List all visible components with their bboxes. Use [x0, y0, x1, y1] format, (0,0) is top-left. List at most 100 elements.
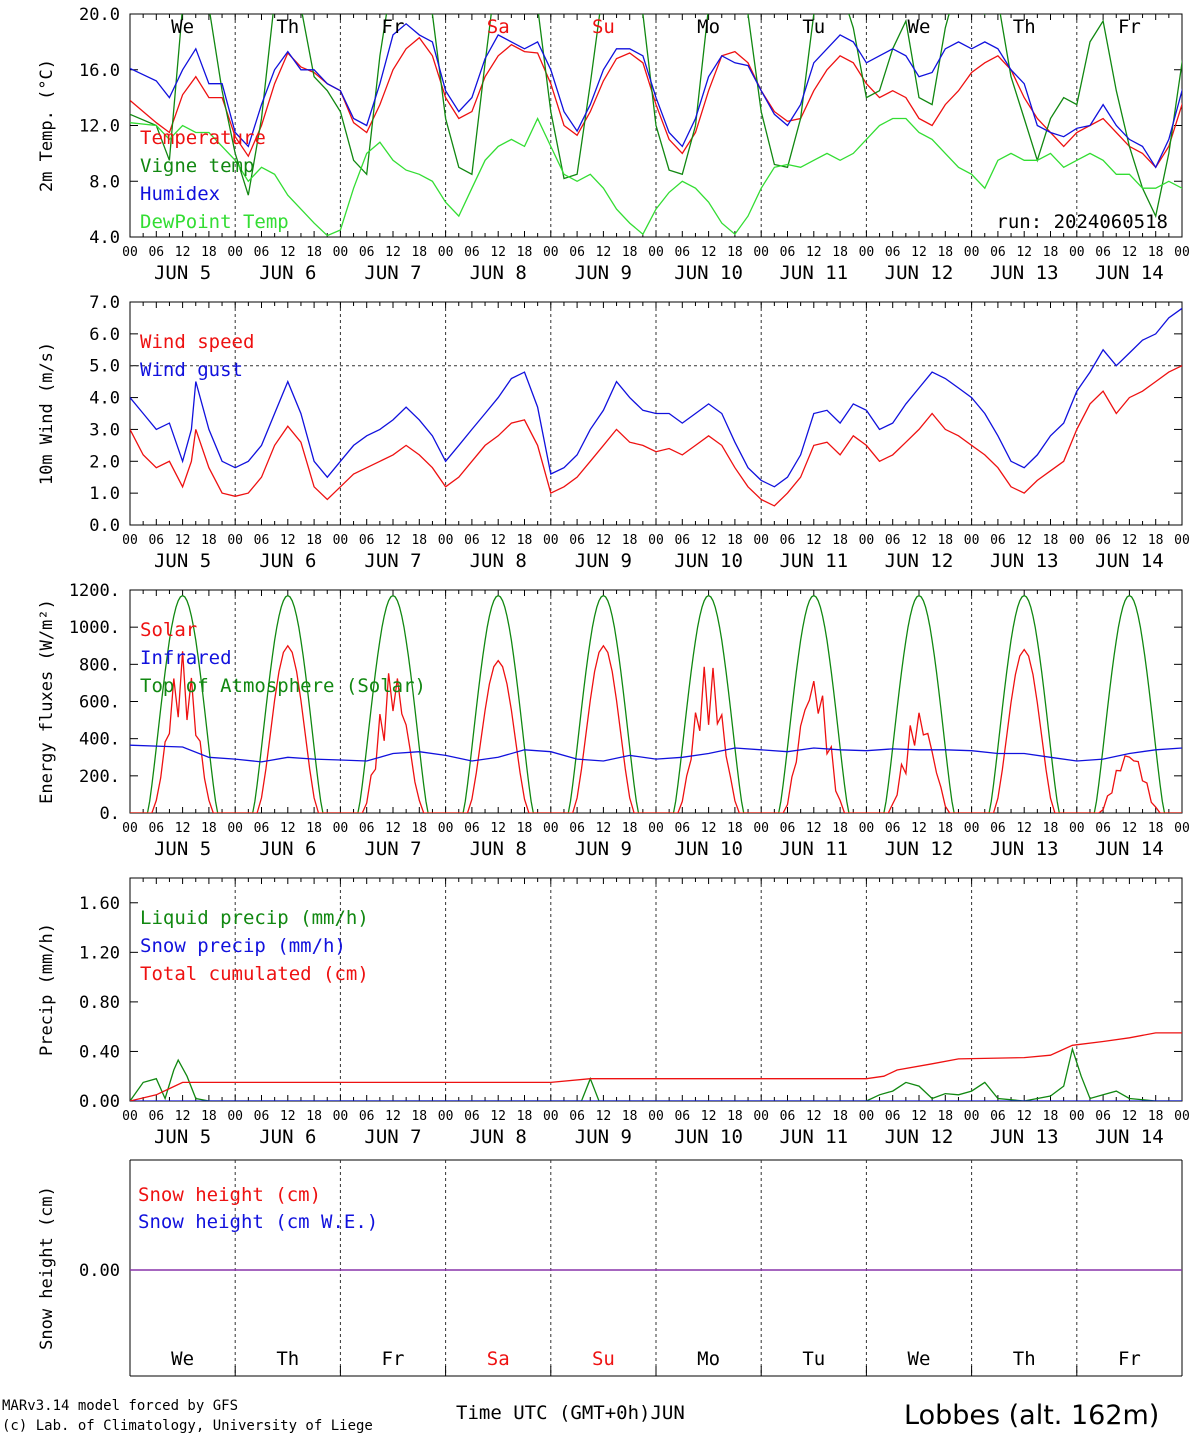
legend-entry: Snow precip (mm/h) — [140, 935, 346, 957]
x-hour-label: 18 — [201, 245, 217, 260]
x-hour-label: 18 — [937, 245, 953, 260]
x-hour-label: 00 — [648, 1109, 664, 1124]
x-hour-label: 12 — [911, 533, 927, 548]
x-hour-label: 00 — [1069, 245, 1085, 260]
x-hour-label: 00 — [1069, 821, 1085, 836]
legend-entry: Vigne temp — [140, 155, 254, 177]
x-hour-label: 06 — [990, 245, 1006, 260]
y-tick-label: 0.80 — [79, 993, 120, 1013]
x-hour-label: 06 — [990, 1109, 1006, 1124]
x-hour-label: 18 — [1043, 821, 1059, 836]
x-hour-label: 00 — [543, 1109, 559, 1124]
x-hour-label: 12 — [1016, 533, 1032, 548]
x-date-label: JUN 12 — [885, 550, 954, 572]
x-hour-label: 18 — [622, 1109, 638, 1124]
x-hour-label: 12 — [385, 533, 401, 548]
x-hour-label: 00 — [1174, 533, 1190, 548]
x-hour-label: 06 — [674, 821, 690, 836]
x-hour-label: 06 — [885, 1109, 901, 1124]
x-hour-label: 06 — [569, 245, 585, 260]
x-hour-label: 18 — [937, 533, 953, 548]
x-hour-label: 12 — [701, 245, 717, 260]
x-hour-label: 18 — [306, 245, 322, 260]
y-tick-label: 0.40 — [79, 1042, 120, 1062]
bottom-day-number: 8 — [495, 1388, 502, 1390]
x-date-label: JUN 10 — [674, 1126, 743, 1148]
x-hour-label: 00 — [1174, 1109, 1190, 1124]
x-hour-label: 06 — [674, 533, 690, 548]
y-tick-label: 600. — [79, 693, 120, 713]
x-date-label: JUN 13 — [990, 1126, 1059, 1148]
y-tick-label: 7.0 — [89, 293, 120, 313]
day-name-label: Su — [592, 16, 615, 38]
x-hour-label: 00 — [227, 245, 243, 260]
x-hour-label: 06 — [990, 533, 1006, 548]
x-hour-label: 06 — [780, 533, 796, 548]
x-date-label: JUN 13 — [990, 262, 1059, 284]
bottom-day-number: 13 — [1017, 1388, 1031, 1390]
x-hour-label: 18 — [517, 245, 533, 260]
x-hour-label: 12 — [596, 821, 612, 836]
x-hour-label: 18 — [832, 245, 848, 260]
series-line — [130, 14, 1182, 219]
x-hour-label: 00 — [333, 245, 349, 260]
bottom-day-number: 12 — [912, 1388, 926, 1390]
x-date-label: JUN 5 — [154, 838, 211, 860]
x-hour-label: 06 — [254, 245, 270, 260]
x-hour-label: 18 — [517, 1109, 533, 1124]
y-axis-label: Snow height (cm) — [37, 1186, 57, 1350]
x-hour-label: 12 — [175, 821, 191, 836]
x-hour-label: 18 — [832, 821, 848, 836]
x-hour-label: 12 — [596, 245, 612, 260]
x-hour-label: 18 — [832, 1109, 848, 1124]
y-tick-label: 3.0 — [89, 420, 120, 440]
y-tick-label: 1.60 — [79, 894, 120, 914]
x-hour-label: 06 — [569, 533, 585, 548]
x-hour-label: 06 — [464, 245, 480, 260]
x-hour-label: 18 — [306, 821, 322, 836]
x-hour-label: 12 — [280, 245, 296, 260]
x-hour-label: 00 — [753, 533, 769, 548]
day-name-label: Th — [1013, 16, 1036, 38]
x-hour-label: 12 — [490, 533, 506, 548]
day-name-label: We — [171, 1348, 194, 1370]
x-hour-label: 12 — [1122, 1109, 1138, 1124]
x-hour-label: 12 — [806, 1109, 822, 1124]
x-date-label: JUN 8 — [470, 838, 527, 860]
x-date-label: JUN 14 — [1095, 1126, 1164, 1148]
x-hour-label: 00 — [648, 533, 664, 548]
x-date-label: JUN 11 — [779, 262, 848, 284]
day-name-label: We — [908, 16, 931, 38]
x-hour-label: 12 — [1122, 245, 1138, 260]
x-hour-label: 06 — [254, 533, 270, 548]
x-hour-label: 00 — [964, 245, 980, 260]
x-date-label: JUN 7 — [364, 262, 421, 284]
x-hour-label: 00 — [859, 533, 875, 548]
x-hour-label: 00 — [753, 245, 769, 260]
x-hour-label: 06 — [990, 821, 1006, 836]
x-hour-label: 06 — [1095, 533, 1111, 548]
y-tick-label: 800. — [79, 655, 120, 675]
x-hour-label: 00 — [543, 533, 559, 548]
day-name-label: Mo — [697, 1348, 720, 1370]
x-hour-label: 06 — [148, 821, 164, 836]
meteogram-chart: 4.0 8.0 12.0 16.0 20.0 2m Temp. (°C) 00 06 12 18 0… — [37, 5, 1190, 1390]
day-name-label: Th — [276, 1348, 299, 1370]
x-hour-label: 12 — [1016, 821, 1032, 836]
x-hour-label: 18 — [937, 821, 953, 836]
x-date-label: JUN 8 — [470, 550, 527, 572]
x-hour-label: 18 — [937, 1109, 953, 1124]
x-date-label: JUN 6 — [259, 262, 316, 284]
x-hour-label: 18 — [517, 533, 533, 548]
x-date-label: JUN 10 — [674, 262, 743, 284]
day-name-label: Sa — [487, 1348, 510, 1370]
footer-copyright: (c) Lab. of Climatology, University of L… — [2, 1418, 373, 1434]
location-label: Lobbes (alt. 162m) — [904, 1400, 1160, 1431]
x-date-label: JUN 8 — [470, 1126, 527, 1148]
x-hour-label: 12 — [280, 821, 296, 836]
x-date-label: JUN 13 — [990, 838, 1059, 860]
x-date-label: JUN 7 — [364, 1126, 421, 1148]
x-hour-label: 00 — [648, 821, 664, 836]
legend-entry: Snow height (cm W.E.) — [138, 1211, 378, 1233]
